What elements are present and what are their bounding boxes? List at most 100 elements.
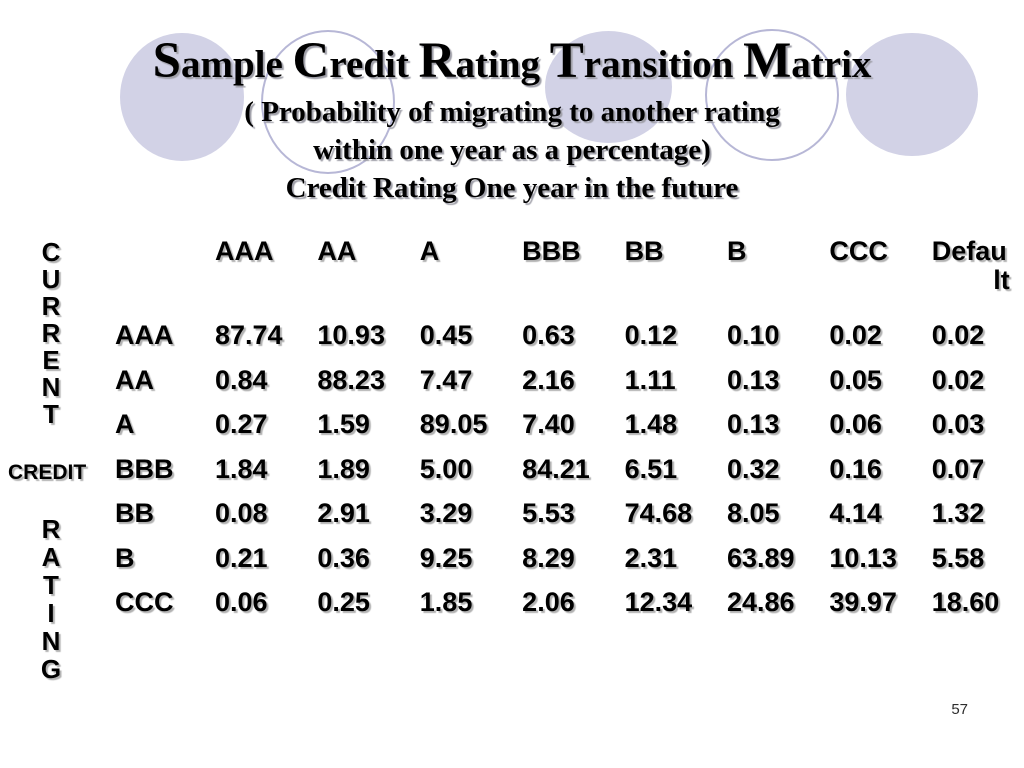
row-label-AAA: AAA: [115, 320, 174, 350]
cell-A-CCC: 0.06: [829, 409, 882, 439]
cell-A-BB: 1.48: [624, 409, 678, 439]
row-label-BBB: BBB: [115, 453, 174, 484]
title-large-capital: T: [549, 33, 584, 89]
row-label-B: B: [115, 542, 135, 573]
cell-AAA-Default: 0.02: [931, 320, 985, 350]
slide-title: Sample Credit Rating Transition Matrix: [152, 33, 872, 89]
col-header-AA: AA: [317, 237, 419, 321]
cell-AA-BBB: 2.16: [522, 364, 575, 395]
cell-BB-BBB: 5.53: [522, 498, 575, 528]
cell-BB-B: 8.05: [726, 498, 780, 528]
cell-AAA-BB: 0.12: [624, 320, 678, 350]
col-header-line: BBB: [522, 236, 581, 266]
vertical-letter: A: [41, 542, 61, 572]
decorative-circle-1: [120, 33, 244, 161]
vertical-letter: U: [41, 264, 61, 294]
page-number: 57: [951, 701, 968, 718]
col-header-line: A: [419, 236, 440, 266]
cell-B-AA: 0.36: [317, 542, 370, 573]
col-header-line: lt: [993, 265, 1010, 295]
vertical-letter: G: [40, 654, 62, 684]
cell-BBB-B: 0.32: [726, 453, 780, 484]
cell-BB-Default: 1.32: [931, 498, 985, 528]
cell-A-AAA: 0.27: [215, 409, 268, 439]
cell-AA-BB: 1.11: [624, 364, 676, 395]
row-label-A: A: [115, 409, 135, 439]
cell-A-BBB: 7.40: [522, 409, 575, 439]
cell-BBB-BB: 6.51: [624, 453, 678, 484]
cell-B-BB: 2.31: [624, 542, 678, 573]
cell-A-AA: 1.59: [317, 409, 370, 439]
cell-BB-AAA: 0.08: [215, 498, 268, 528]
decorative-circle-2: [261, 30, 395, 174]
cell-AAA-B: 0.10: [726, 320, 780, 350]
cell-CCC-AAA: 0.06: [215, 587, 268, 617]
col-header-line: Defau: [931, 236, 1007, 266]
cell-BB-CCC: 4.14: [829, 498, 882, 528]
col-header-BBB: BBB: [522, 237, 624, 321]
cell-B-A: 9.25: [419, 542, 473, 573]
cell-B-B: 63.89: [726, 542, 795, 573]
cell-AAA-AAA: 87.74: [215, 320, 283, 350]
cell-AA-B: 0.13: [726, 364, 780, 395]
cell-AAA-CCC: 0.02: [829, 320, 882, 350]
title-large-capital: S: [152, 33, 181, 89]
col-header-line: BB: [624, 236, 664, 266]
cell-BBB-BBB: 84.21: [522, 453, 590, 484]
vertical-letter: E: [42, 345, 60, 375]
cell-AA-CCC: 0.05: [829, 364, 882, 395]
cell-AA-Default: 0.02: [931, 364, 985, 395]
cell-AA-AAA: 0.84: [215, 364, 268, 395]
cell-AA-A: 7.47: [419, 364, 473, 395]
col-header-B: B: [727, 237, 829, 321]
col-header-line: CCC: [829, 236, 888, 266]
col-header-CCC: CCC: [829, 237, 931, 321]
cell-CCC-B: 24.86: [726, 587, 795, 617]
cell-BB-BB: 74.68: [624, 498, 693, 528]
row-axis-label-credit: CREDIT: [8, 461, 87, 484]
cell-AAA-BBB: 0.63: [522, 320, 575, 350]
title-large-capital: C: [292, 33, 330, 89]
col-header-A: A: [420, 237, 522, 321]
cell-BBB-AA: 1.89: [317, 453, 370, 484]
vertical-letter: C: [41, 237, 61, 267]
cell-A-Default: 0.03: [931, 409, 985, 439]
cell-A-B: 0.13: [726, 409, 780, 439]
cell-BB-A: 3.29: [419, 498, 473, 528]
cell-B-Default: 5.58: [931, 542, 985, 573]
vertical-letter: N: [41, 372, 61, 402]
title-block: Sample Credit Rating Transition Matrix (…: [10, 33, 1014, 207]
slide-subtitle-line-1: ( Probability of migrating to another ra…: [244, 96, 780, 128]
cell-CCC-AA: 0.25: [317, 587, 370, 617]
row-label-CCC: CCC: [115, 587, 174, 617]
cell-A-A: 89.05: [419, 409, 488, 439]
cell-CCC-Default: 18.60: [931, 587, 1000, 617]
cell-CCC-CCC: 39.97: [829, 587, 897, 617]
matrix-corner-cell: [115, 237, 215, 321]
decorative-circle-3: [545, 31, 672, 143]
cell-AAA-A: 0.45: [419, 320, 473, 350]
cell-AA-AA: 88.23: [317, 364, 385, 395]
cell-BBB-Default: 0.07: [931, 453, 985, 484]
title-large-capital: M: [743, 33, 792, 89]
vertical-letter: N: [41, 626, 61, 656]
cell-B-CCC: 10.13: [829, 542, 897, 573]
col-header-line: AAA: [215, 236, 274, 266]
cell-BBB-A: 5.00: [419, 453, 473, 484]
row-label-AA: AA: [115, 364, 154, 395]
decorative-circle-4: [705, 29, 839, 161]
vertical-letter: R: [41, 318, 61, 348]
row-label-BB: BB: [115, 498, 154, 528]
col-header-line: AA: [317, 236, 357, 266]
slide-subtitle-line-2: within one year as a percentage): [313, 134, 711, 166]
cell-BBB-AAA: 1.84: [215, 453, 268, 484]
transition-matrix-table: AAA AA A BBB BB B CCC Defau lt AAA 87.74 10.93 0.45 0…: [115, 237, 1010, 633]
cell-BBB-CCC: 0.16: [829, 453, 882, 484]
col-header-line: B: [726, 236, 747, 266]
cell-B-AAA: 0.21: [215, 542, 268, 573]
cell-AAA-AA: 10.93: [317, 320, 385, 350]
decorative-circle-5: [846, 33, 978, 156]
cell-B-BBB: 8.29: [522, 542, 575, 573]
